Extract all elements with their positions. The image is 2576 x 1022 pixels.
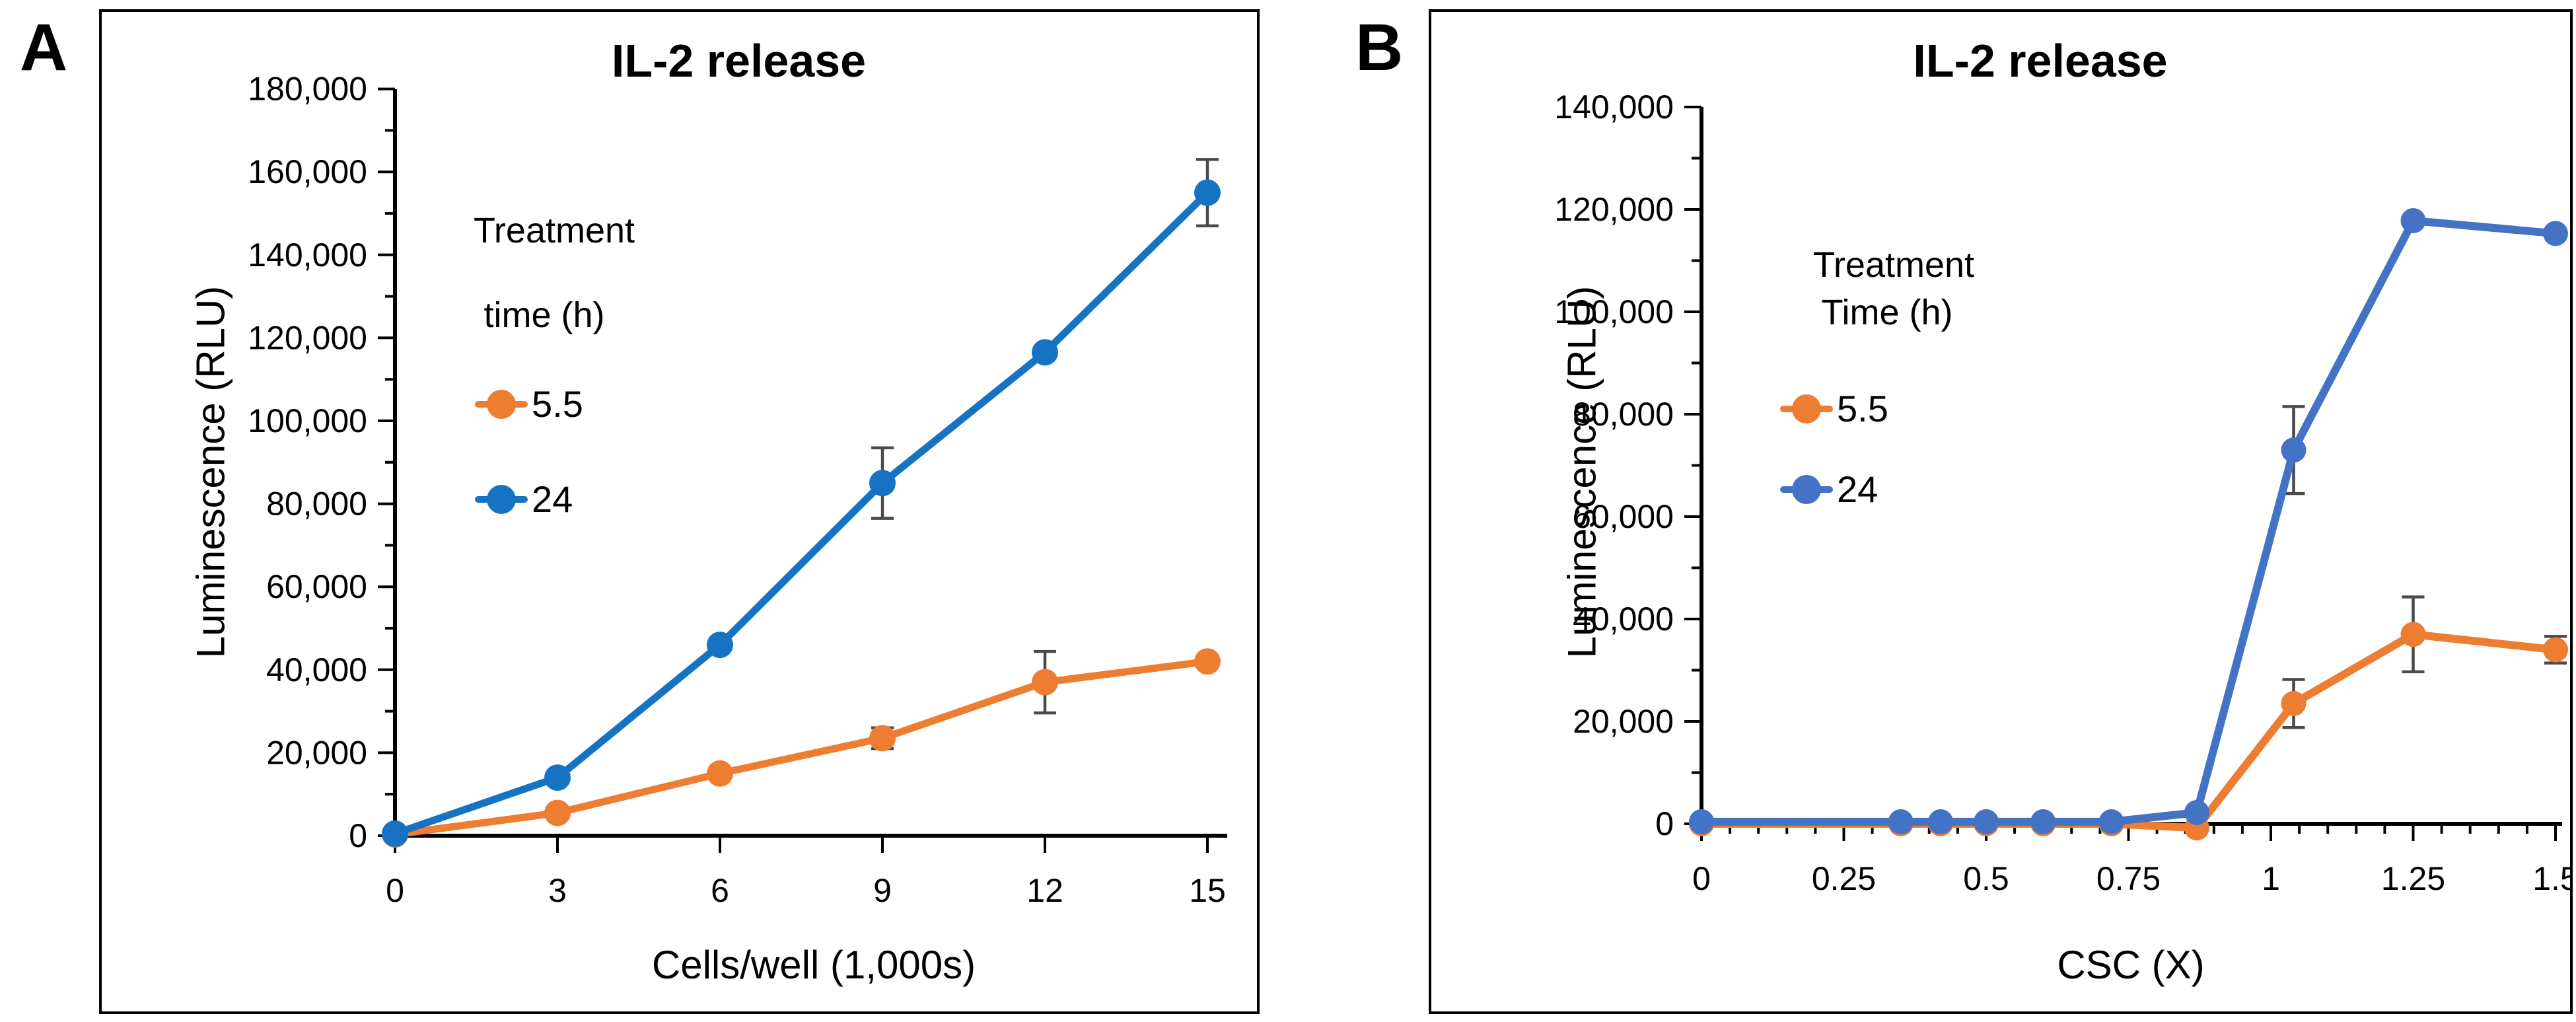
chart-b-x-axis-title: CSC (X) bbox=[2057, 943, 2205, 987]
svg-text:80,000: 80,000 bbox=[266, 486, 367, 523]
chart-b-title: IL-2 release bbox=[1913, 35, 2168, 87]
svg-text:120,000: 120,000 bbox=[248, 319, 367, 356]
svg-text:140,000: 140,000 bbox=[248, 237, 367, 274]
svg-text:40,000: 40,000 bbox=[266, 651, 367, 688]
svg-text:12: 12 bbox=[1026, 872, 1063, 909]
svg-text:0: 0 bbox=[349, 817, 367, 854]
svg-text:60,000: 60,000 bbox=[266, 568, 367, 605]
series-5.5-error-bars bbox=[2282, 595, 2567, 729]
data-point bbox=[2281, 437, 2307, 463]
chart-a-title: IL-2 release bbox=[611, 35, 867, 87]
svg-text:20,000: 20,000 bbox=[266, 734, 367, 771]
data-point bbox=[1888, 809, 1914, 834]
data-point bbox=[1032, 669, 1058, 696]
chart-a-y-axis-title: Luminescence (RLU) bbox=[188, 285, 233, 659]
panel-a: 0 20,000 40,000 60,000 80,000 100,000 120,000 1… bbox=[99, 9, 1260, 1014]
svg-text:120,000: 120,000 bbox=[1554, 191, 1674, 228]
data-point bbox=[869, 725, 896, 752]
svg-text:0.75: 0.75 bbox=[2096, 860, 2161, 897]
data-point bbox=[707, 760, 733, 787]
svg-text:1: 1 bbox=[2262, 860, 2280, 897]
svg-text:9: 9 bbox=[873, 872, 892, 909]
svg-text:0: 0 bbox=[1655, 805, 1674, 842]
svg-text:0.25: 0.25 bbox=[1812, 860, 1876, 897]
y-axis: 0 20,000 40,000 60,000 80,000 100,000 120,000 1… bbox=[248, 71, 397, 854]
svg-text:180,000: 180,000 bbox=[248, 71, 367, 108]
data-point bbox=[2098, 809, 2124, 834]
svg-text:20,000: 20,000 bbox=[1573, 703, 1674, 740]
svg-text:3: 3 bbox=[548, 872, 567, 909]
svg-text:0: 0 bbox=[386, 872, 404, 909]
data-point bbox=[1194, 179, 1221, 206]
svg-text:1.25: 1.25 bbox=[2381, 860, 2445, 897]
series-5.5 bbox=[382, 648, 1221, 848]
panel-label-a: A bbox=[20, 11, 68, 85]
data-point bbox=[707, 632, 733, 659]
panel-label-b: B bbox=[1355, 11, 1404, 85]
chart-a-x-axis-title: Cells/well (1,000s) bbox=[651, 943, 976, 987]
data-point bbox=[869, 470, 896, 497]
svg-text:140,000: 140,000 bbox=[1554, 89, 1674, 126]
data-point bbox=[1689, 809, 1714, 834]
series-24 bbox=[382, 179, 1221, 847]
svg-text:40,000: 40,000 bbox=[1573, 601, 1674, 638]
data-point bbox=[544, 799, 571, 826]
series-24-error-bars bbox=[871, 158, 1219, 520]
data-point bbox=[1032, 339, 1058, 366]
data-point bbox=[544, 764, 571, 791]
chart-b-y-axis-title: Luminescence (RLU) bbox=[1559, 285, 1604, 659]
data-point bbox=[2543, 637, 2568, 663]
data-point bbox=[1194, 648, 1221, 675]
data-point bbox=[1974, 809, 1999, 834]
svg-text:60,000: 60,000 bbox=[1573, 498, 1674, 535]
data-point bbox=[1928, 809, 1954, 834]
data-point bbox=[2281, 690, 2307, 716]
svg-text:1.5: 1.5 bbox=[2532, 860, 2570, 897]
svg-text:80,000: 80,000 bbox=[1573, 396, 1674, 433]
chart-a: 0 20,000 40,000 60,000 80,000 100,000 120,000 1… bbox=[248, 71, 1227, 909]
data-point bbox=[2543, 221, 2568, 246]
x-axis: 0 0.25 0.5 0.75 1 1.25 1.5 bbox=[1692, 822, 2570, 897]
y-axis: 0 20,000 40,000 60,000 80,000 100,000 120,000 1… bbox=[1554, 89, 1703, 842]
data-point bbox=[2400, 208, 2426, 234]
x-axis: 0 3 6 9 12 15 bbox=[386, 834, 1227, 909]
panel-b: 0 20,000 40,000 60,000 80,000 100,000 120,000 1… bbox=[1429, 9, 2573, 1014]
data-point bbox=[2030, 809, 2056, 834]
series-24 bbox=[1689, 208, 2568, 834]
svg-text:100,000: 100,000 bbox=[1554, 293, 1674, 330]
svg-text:160,000: 160,000 bbox=[248, 153, 367, 190]
svg-text:15: 15 bbox=[1189, 872, 1226, 909]
series-5.5 bbox=[1689, 622, 2568, 841]
data-point bbox=[382, 820, 408, 847]
chart-b: 0 20,000 40,000 60,000 80,000 100,000 120,000 1… bbox=[1554, 89, 2570, 897]
svg-text:100,000: 100,000 bbox=[248, 402, 367, 439]
svg-text:0: 0 bbox=[1692, 860, 1711, 897]
data-point bbox=[2184, 799, 2209, 825]
data-point bbox=[2400, 622, 2426, 647]
svg-text:0.5: 0.5 bbox=[1963, 860, 2009, 897]
svg-text:6: 6 bbox=[711, 872, 729, 909]
